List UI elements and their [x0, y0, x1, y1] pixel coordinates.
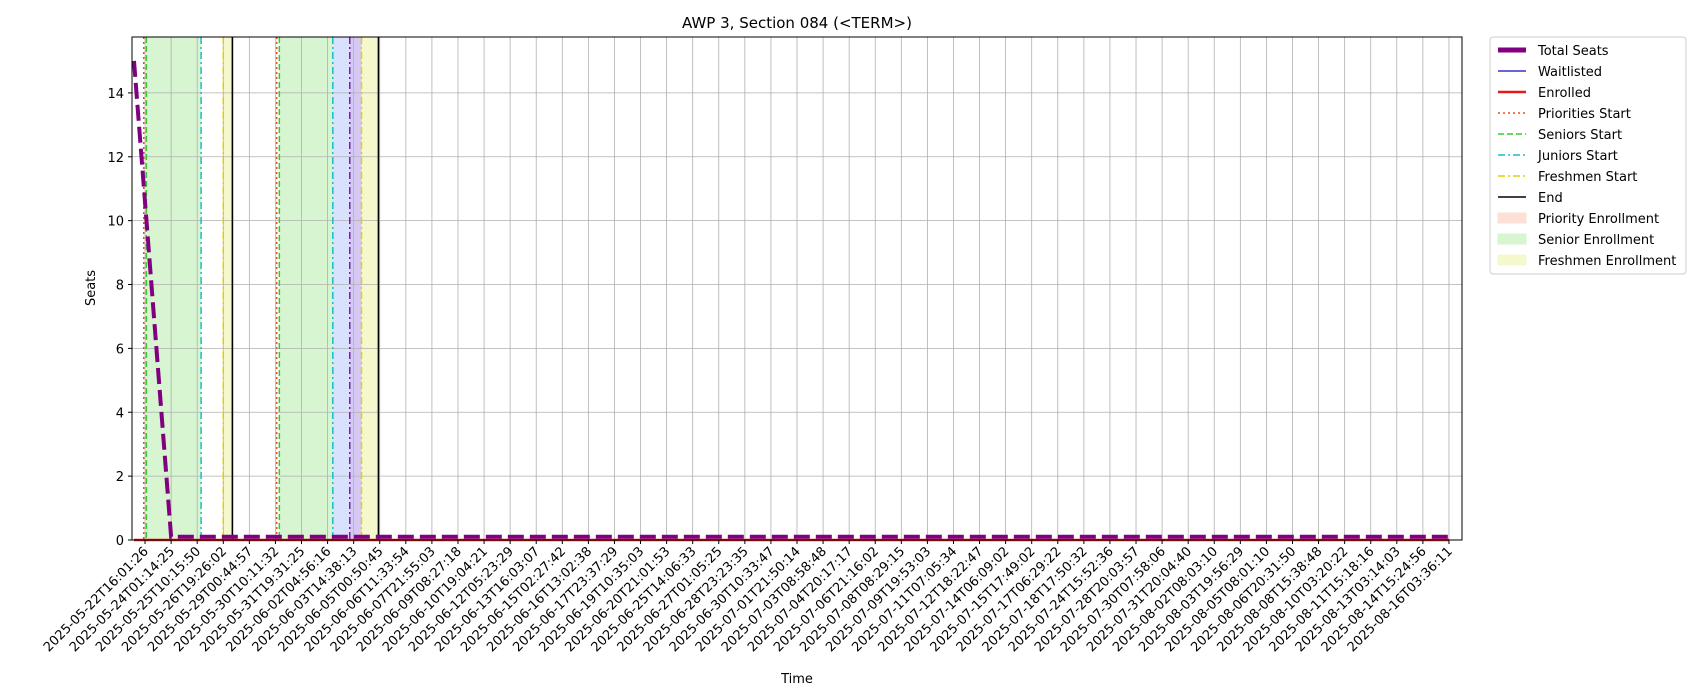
grid-lines [132, 37, 1462, 541]
y-tick-label: 12 [107, 151, 124, 166]
shaded-region [279, 37, 333, 540]
shaded-region [332, 37, 350, 540]
legend-label: End [1538, 191, 1563, 206]
chart-title: AWP 3, Section 084 (<TERM>) [682, 14, 912, 32]
x-axis-ticks: 2025-05-22T16:01:262025-05-24T01:14:2520… [41, 540, 1456, 655]
y-axis-label: Seats [84, 270, 99, 306]
y-tick-label: 6 [116, 342, 124, 357]
shaded-region [146, 37, 202, 540]
y-tick-label: 2 [116, 470, 124, 485]
legend-label: Waitlisted [1538, 65, 1602, 80]
shaded-region [349, 37, 362, 540]
legend-swatch [1497, 212, 1527, 224]
shaded-region [223, 37, 233, 540]
y-tick-label: 4 [116, 406, 124, 421]
y-tick-label: 8 [116, 279, 124, 294]
legend-label: Total Seats [1537, 44, 1609, 59]
shaded-regions [146, 37, 379, 540]
legend: Total Seats Waitlisted Enrolled Priorities … [1489, 36, 1687, 275]
x-axis-label: Time [780, 672, 813, 687]
legend-label: Juniors Start [1537, 149, 1618, 164]
legend-label: Enrolled [1538, 86, 1591, 101]
event-lines [142, 37, 380, 540]
y-axis-ticks: 0 2 4 6 8 10 12 14 [107, 87, 132, 549]
legend-label: Senior Enrollment [1538, 233, 1654, 248]
legend-label: Seniors Start [1538, 128, 1622, 143]
legend-label: Priorities Start [1538, 107, 1631, 122]
legend-swatch [1497, 233, 1527, 245]
legend-label: Priority Enrollment [1538, 212, 1659, 227]
y-tick-label: 14 [107, 87, 124, 102]
y-tick-label: 10 [107, 215, 124, 230]
legend-label: Freshmen Start [1538, 170, 1637, 185]
legend-swatch [1497, 254, 1527, 266]
legend-label: Freshmen Enrollment [1538, 254, 1676, 269]
legend-box [1489, 36, 1687, 275]
y-tick-label: 0 [116, 534, 124, 549]
shaded-region [361, 37, 379, 540]
series-line [132, 60, 1449, 539]
